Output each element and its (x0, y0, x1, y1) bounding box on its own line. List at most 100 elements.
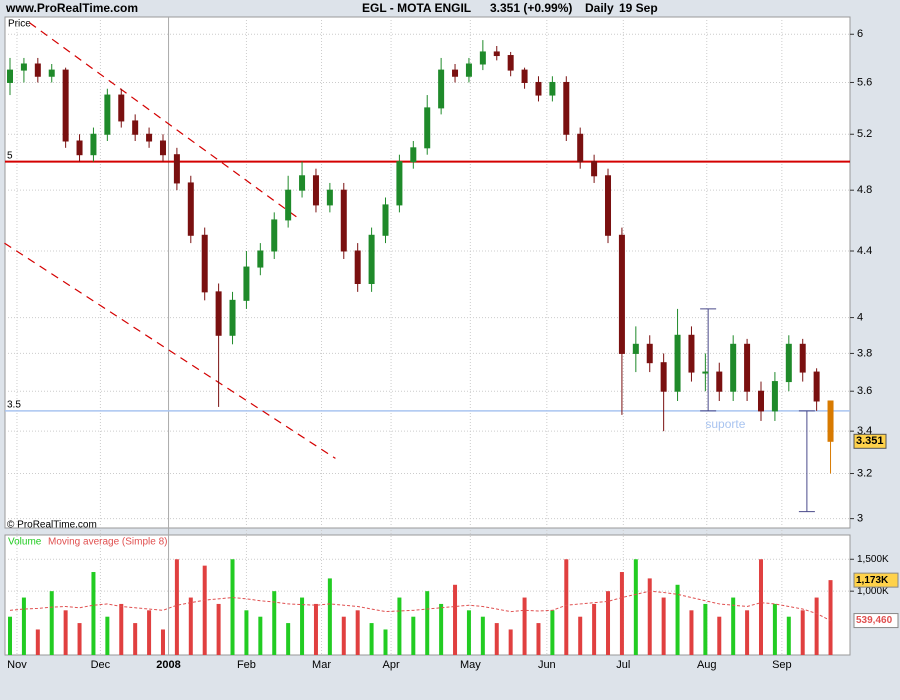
volume-bar (745, 610, 750, 655)
candle-body (771, 381, 778, 412)
y-tick-label: 5.2 (857, 128, 872, 140)
volume-bar (188, 597, 193, 655)
x-tick-label: Jun (538, 659, 556, 671)
volume-bar (341, 616, 346, 655)
volume-bar (133, 623, 138, 655)
volume-bar (91, 572, 96, 655)
y-tick-label: 1,500K (857, 554, 889, 565)
candle-body (215, 291, 222, 336)
candle-body (354, 250, 361, 284)
volume-bar (160, 629, 165, 655)
trend-line (4, 242, 336, 459)
volume-bar (828, 580, 833, 655)
volume-bar (731, 597, 736, 655)
watermark: © ProRealTime.com (7, 520, 97, 531)
candle-body (132, 120, 139, 135)
x-tick-label: Jul (616, 659, 630, 671)
volume-bar (300, 597, 305, 655)
volume-bar (327, 578, 332, 655)
y-tick-label: 3.8 (857, 347, 872, 359)
legend-ma: Moving average (Simple 8) (48, 537, 168, 548)
volume-bar (258, 616, 263, 655)
volume-bar (800, 610, 805, 655)
volume-bar (522, 597, 527, 655)
candle-body (730, 343, 737, 392)
candle-body (368, 234, 375, 284)
candle-body (285, 189, 292, 221)
candle-body (299, 175, 306, 191)
candle-body (785, 343, 792, 383)
volume-bar (272, 591, 277, 655)
volume-bar (383, 629, 388, 655)
volume-bar (77, 623, 82, 655)
volume-bar (550, 610, 555, 655)
volume-bar (244, 610, 249, 655)
candle-body (7, 69, 14, 83)
site: www.ProRealTime.com (5, 1, 138, 15)
volume-bar (675, 584, 680, 655)
candle-body (76, 140, 83, 156)
price-panel (4, 16, 851, 529)
volume-bar (216, 603, 221, 655)
candle-body (799, 343, 806, 373)
volume-bar (397, 597, 402, 655)
candle-body (549, 81, 556, 96)
volume-bar (439, 603, 444, 655)
x-tick-label: Mar (312, 659, 331, 671)
y-tick-label: 3.2 (857, 467, 872, 479)
candle-body (577, 133, 584, 163)
level-label: 5 (7, 150, 13, 161)
volume-bar (772, 603, 777, 655)
legend-volume: Volume (8, 537, 42, 548)
candle-body (744, 343, 751, 392)
x-tick-label: Dec (91, 659, 111, 671)
x-tick-label: Sep (772, 659, 792, 671)
candle-body (326, 189, 333, 206)
volume-bar (355, 610, 360, 655)
volume-bar (174, 559, 179, 655)
volume-bar (230, 559, 235, 655)
x-tick-label: Apr (383, 659, 400, 671)
candle-body (618, 234, 625, 354)
volume-bar (564, 559, 569, 655)
candle-body (521, 69, 528, 83)
last-price-box (853, 433, 887, 449)
volume-bar (105, 616, 110, 655)
volume-bar (425, 591, 430, 655)
candle-body (479, 51, 486, 65)
candle-body (257, 250, 264, 268)
volume-bar (480, 616, 485, 655)
candle-body (229, 299, 236, 336)
candle-body (465, 63, 472, 77)
date: 19 Sep (619, 1, 658, 15)
candle-body (271, 219, 278, 252)
x-tick-label: May (460, 659, 481, 671)
volume-bar (661, 597, 666, 655)
y-tick-label: 6 (857, 28, 863, 40)
candle-body (605, 175, 612, 236)
volume-bar (466, 610, 471, 655)
candle-body (757, 390, 764, 412)
candle-body (146, 133, 153, 142)
candle-body (48, 69, 55, 77)
period: Daily (585, 1, 614, 15)
volume-bar (63, 610, 68, 655)
candle-body (104, 94, 111, 135)
volume-bar (119, 603, 124, 655)
candle-body (382, 204, 389, 236)
candle-body (201, 234, 208, 293)
last-price-label: 3.351 (856, 435, 884, 447)
candle-body (632, 343, 639, 354)
axis-label: Price (8, 19, 31, 30)
candle-body (118, 94, 125, 122)
candle-body (438, 69, 445, 109)
volume-bar (689, 610, 694, 655)
candle-body (62, 69, 69, 142)
candle-body (827, 400, 834, 442)
candle-body (716, 371, 723, 392)
volume-bar (606, 591, 611, 655)
y-tick-label: 1,000K (857, 586, 889, 597)
candle-body (507, 55, 514, 71)
volume-bar (369, 623, 374, 655)
